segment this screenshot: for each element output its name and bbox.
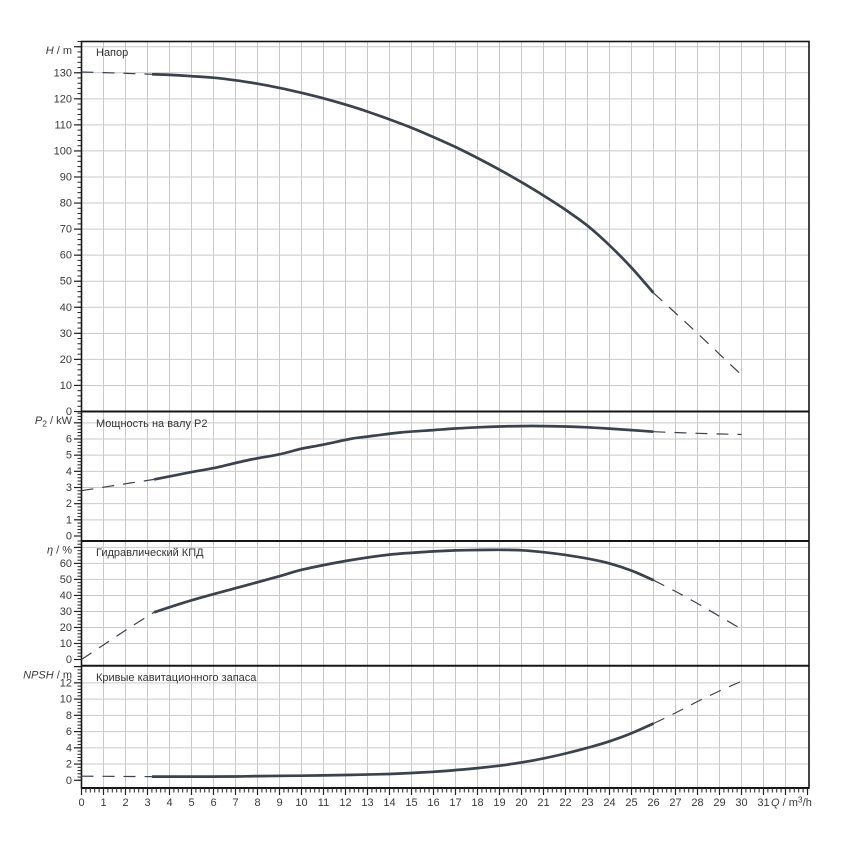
- panel-title-npsh: Кривые кавитационного запаса: [96, 672, 257, 684]
- panel-title-head: Напор: [96, 47, 128, 59]
- head-y-tick-label: 20: [60, 354, 72, 366]
- x-tick-label: 2: [122, 797, 128, 809]
- efficiency-axis-unit-label: η / %: [47, 545, 72, 557]
- x-tick-label: 29: [713, 797, 725, 809]
- efficiency-y-tick-label: 30: [60, 606, 72, 618]
- x-tick-label: 3: [144, 797, 150, 809]
- head-y-tick-label: 40: [60, 302, 72, 314]
- power-curve-solid: [153, 424, 654, 481]
- power-y-tick-label: 1: [66, 514, 72, 526]
- npsh-y-tick-label: 8: [66, 710, 72, 722]
- x-tick-label: 11: [318, 797, 329, 809]
- x-tick-label: 10: [295, 797, 307, 809]
- x-tick-label: 23: [581, 797, 593, 809]
- efficiency-curve-dashed: [653, 579, 742, 630]
- x-axis-unit-label: Q / m3​/h: [771, 795, 812, 810]
- x-tick-label: 18: [471, 797, 483, 809]
- x-tick-label: 0: [78, 797, 84, 809]
- npsh-curve-dashed: [653, 680, 742, 725]
- head-y-tick-label: 30: [60, 328, 72, 340]
- efficiency-curve-solid: [153, 548, 655, 614]
- power-y-tick-label: 6: [66, 433, 72, 445]
- x-tick-label: 28: [691, 797, 703, 809]
- x-tick-label: 7: [232, 797, 238, 809]
- x-tick-label: 5: [188, 797, 194, 809]
- npsh-curve-solid: [151, 722, 655, 778]
- head-curve-solid: [151, 72, 655, 294]
- power-y-tick-label: 2: [66, 498, 72, 510]
- efficiency-y-tick-label: 10: [60, 638, 72, 650]
- head-y-tick-label: 120: [54, 93, 72, 105]
- efficiency-y-tick-label: 60: [60, 558, 72, 570]
- head-y-tick-label: 130: [54, 67, 72, 79]
- x-tick-label: 30: [735, 797, 747, 809]
- label-layer: Напор Мощность на валу P2 Гидравлический…: [23, 45, 812, 809]
- x-tick-label: 19: [493, 797, 505, 809]
- power-y-tick-label: 3: [66, 482, 72, 494]
- head-y-tick-label: 110: [54, 119, 72, 131]
- head-y-tick-label: 50: [60, 276, 72, 288]
- x-tick-label: 16: [427, 797, 439, 809]
- npsh-y-tick-label: 2: [66, 759, 72, 771]
- power-y-tick-label: 4: [66, 466, 72, 478]
- efficiency-y-tick-label: 20: [60, 622, 72, 634]
- x-tick-label: 14: [383, 797, 395, 809]
- x-tick-label: 21: [537, 797, 549, 809]
- head-y-tick-label: 0: [66, 406, 72, 418]
- tick-layer: [74, 41, 809, 795]
- x-tick-label: 6: [210, 797, 216, 809]
- x-tick-label: 24: [603, 797, 615, 809]
- x-tick-label: 31: [757, 797, 769, 809]
- x-tick-label: 13: [361, 797, 373, 809]
- power-y-tick-label: 5: [66, 450, 72, 462]
- power-axis-unit-label: P2​ / kW: [35, 415, 73, 429]
- efficiency-y-tick-label: 50: [60, 574, 72, 586]
- head-curve-dashed: [81, 71, 152, 75]
- x-tick-label: 20: [515, 797, 527, 809]
- power-curve-dashed: [653, 431, 742, 436]
- x-tick-label: 4: [166, 797, 172, 809]
- head-y-tick-label: 90: [60, 171, 72, 183]
- npsh-y-tick-label: 12: [60, 677, 72, 689]
- power-curve-dashed: [81, 478, 155, 492]
- x-tick-label: 22: [559, 797, 571, 809]
- x-tick-label: 17: [449, 797, 461, 809]
- frame-layer: [80, 40, 810, 789]
- efficiency-y-tick-label: 0: [66, 654, 72, 666]
- head-y-tick-label: 100: [54, 145, 72, 157]
- npsh-y-tick-label: 4: [66, 742, 72, 754]
- x-tick-label: 26: [647, 797, 659, 809]
- x-tick-label: 27: [669, 797, 681, 809]
- npsh-y-tick-label: 6: [66, 726, 72, 738]
- npsh-y-tick-label: 10: [60, 694, 72, 706]
- power-y-tick-label: 0: [66, 531, 72, 543]
- x-tick-label: 12: [339, 797, 351, 809]
- x-tick-label: 9: [276, 797, 282, 809]
- head-y-tick-label: 70: [60, 224, 72, 236]
- head-y-tick-label: 60: [60, 250, 72, 262]
- x-tick-label: 15: [405, 797, 417, 809]
- curve-layer: [81, 71, 742, 778]
- head-y-tick-label: 10: [60, 380, 72, 392]
- grid-layer: [81, 41, 809, 788]
- npsh-axis-unit-label: NPSH / m: [23, 669, 72, 681]
- efficiency-curve-dashed: [81, 611, 155, 660]
- efficiency-y-tick-label: 40: [60, 590, 72, 602]
- panel-title-efficiency: Гидравлический КПД: [96, 547, 204, 559]
- head-axis-unit-label: H / m: [46, 45, 72, 57]
- npsh-y-tick-label: 0: [66, 775, 72, 787]
- x-tick-label: 8: [254, 797, 260, 809]
- panel-title-power: Мощность на валу P2: [96, 418, 208, 430]
- x-tick-label: 25: [625, 797, 637, 809]
- head-y-tick-label: 80: [60, 198, 72, 210]
- x-tick-label: 1: [100, 797, 106, 809]
